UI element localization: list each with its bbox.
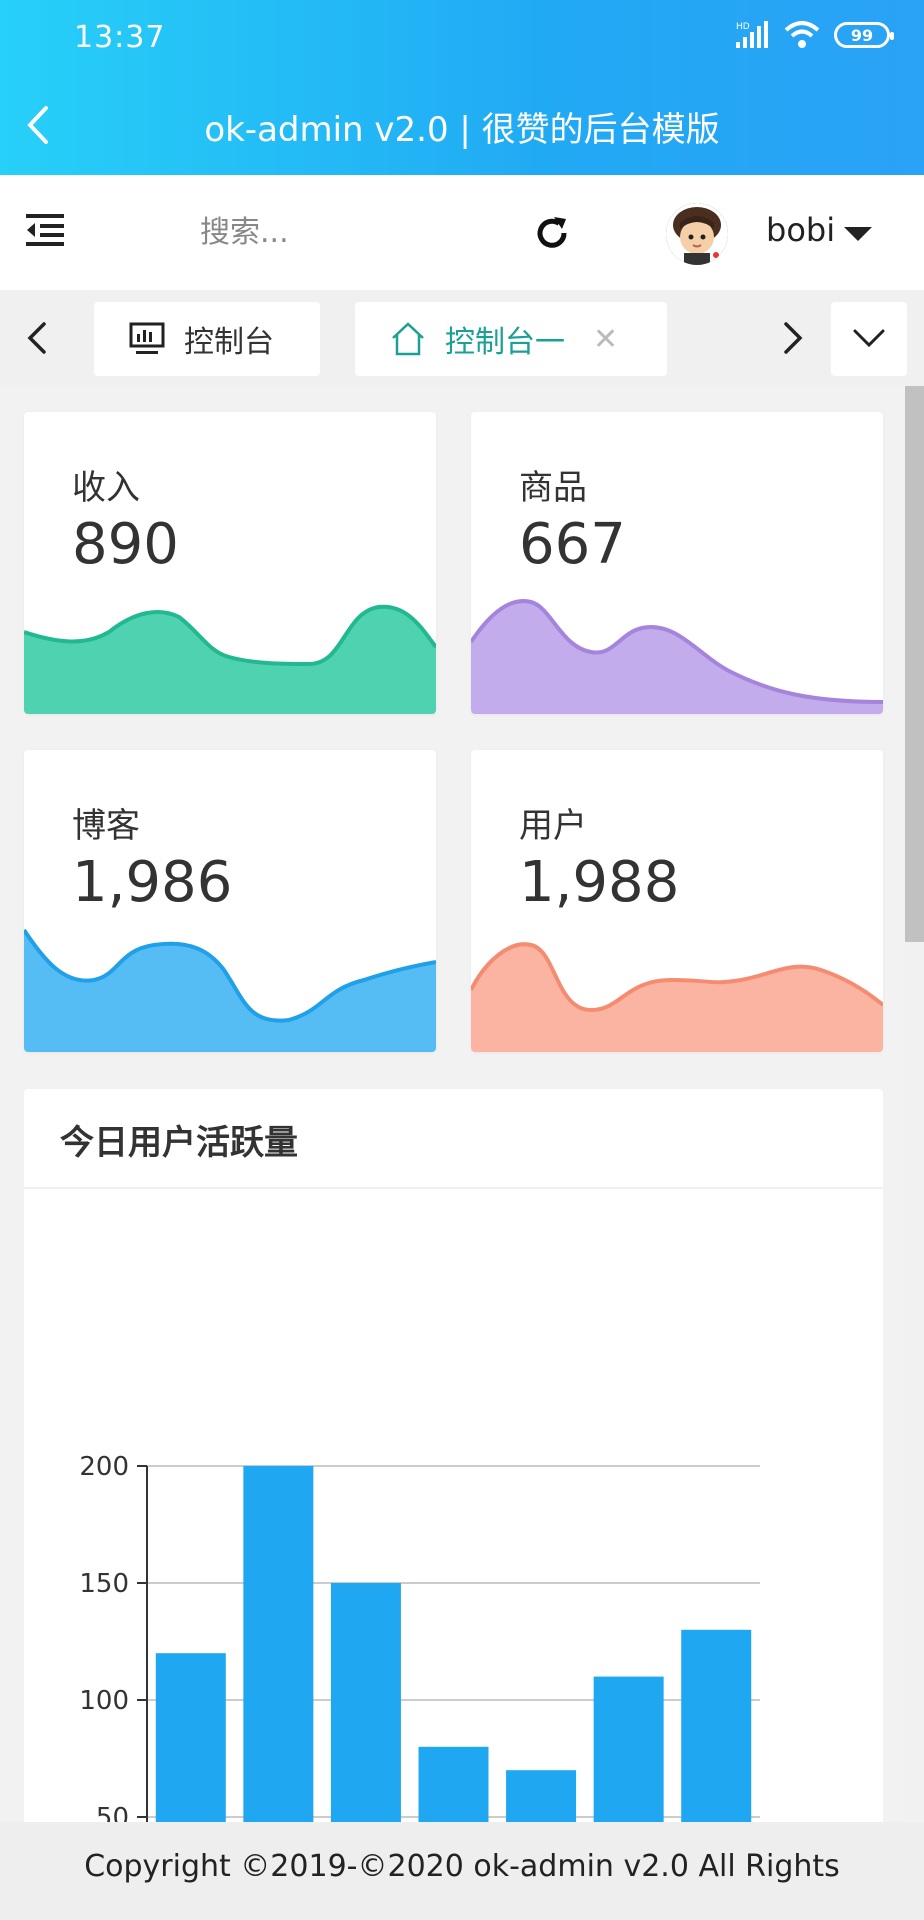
bar-2[interactable] xyxy=(243,1466,314,1829)
chevron-down-icon xyxy=(853,329,885,348)
tab-label: 控制台 xyxy=(184,325,274,360)
card-value: 1,986 xyxy=(72,850,233,915)
tabs-more-button[interactable] xyxy=(831,302,907,376)
username[interactable]: bobi xyxy=(766,211,836,249)
refresh-icon[interactable] xyxy=(532,213,572,253)
monitor-icon xyxy=(129,322,165,354)
panel-divider xyxy=(24,1187,883,1189)
avatar-image xyxy=(666,203,728,265)
toolbar: bobi xyxy=(0,175,924,290)
menu-fold-icon[interactable] xyxy=(24,210,66,250)
back-icon[interactable] xyxy=(18,100,58,150)
home-icon xyxy=(392,322,424,356)
user-activity-panel: 今日用户活跃量 50 100 150 200 xyxy=(24,1089,883,1829)
stat-card-income: 收入 890 xyxy=(24,412,436,714)
avatar[interactable] xyxy=(666,203,728,265)
hd-label: HD xyxy=(736,22,750,32)
battery-icon: 99 xyxy=(834,22,894,48)
bar-1[interactable] xyxy=(155,1653,226,1829)
status-icons: HD 99 xyxy=(734,20,894,50)
battery-level: 99 xyxy=(850,25,874,45)
stat-card-goods: 商品 667 xyxy=(471,412,883,714)
bar-7[interactable] xyxy=(681,1629,752,1829)
tab-label: 控制台一 xyxy=(445,325,565,360)
bar-6[interactable] xyxy=(593,1676,664,1829)
bar-4[interactable] xyxy=(418,1746,489,1829)
status-time: 13:37 xyxy=(74,20,166,55)
card-label: 收入 xyxy=(72,468,140,508)
tab-console[interactable]: 控制台 xyxy=(94,302,320,376)
signal-icon: HD xyxy=(736,21,768,48)
card-value: 667 xyxy=(519,512,626,577)
stat-card-users: 用户 1,988 xyxy=(471,750,883,1052)
chevron-left-icon[interactable] xyxy=(20,318,54,358)
users-sparkline xyxy=(471,942,883,1052)
footer-copyright: Copyright ©2019-©2020 ok-admin v2.0 All … xyxy=(0,1822,924,1920)
card-label: 商品 xyxy=(519,468,587,508)
tab-console-one[interactable]: 控制台一 ✕ xyxy=(355,302,667,376)
card-value: 1,988 xyxy=(519,850,680,915)
panel-title: 今日用户活跃量 xyxy=(60,1123,298,1163)
bar-5[interactable] xyxy=(506,1770,577,1829)
y-tick-label: 100 xyxy=(79,1686,129,1716)
app-header: 13:37 HD 99 ok-admin v2.0 | 很赞的后台模版 xyxy=(0,0,924,175)
blog-sparkline xyxy=(24,928,436,1052)
y-tick-label: 200 xyxy=(79,1452,129,1482)
card-value: 890 xyxy=(72,512,179,577)
stat-card-blog: 博客 1,986 xyxy=(24,750,436,1052)
caret-down-icon[interactable] xyxy=(844,227,872,241)
close-icon[interactable]: ✕ xyxy=(593,321,619,357)
income-sparkline xyxy=(24,604,436,714)
search-input[interactable] xyxy=(200,207,460,257)
page-title: ok-admin v2.0 | 很赞的后台模版 xyxy=(204,110,720,150)
y-tick-label: 150 xyxy=(79,1569,129,1599)
card-label: 博客 xyxy=(72,806,140,846)
chevron-right-icon[interactable] xyxy=(776,318,810,358)
bar-3[interactable] xyxy=(330,1583,401,1829)
goods-sparkline xyxy=(471,599,883,714)
scrollbar-thumb[interactable] xyxy=(905,386,924,942)
scrollbar[interactable] xyxy=(905,386,924,1820)
wifi-icon xyxy=(784,21,820,48)
tabs-bar: 控制台 控制台一 ✕ xyxy=(0,290,924,386)
card-label: 用户 xyxy=(519,806,587,846)
